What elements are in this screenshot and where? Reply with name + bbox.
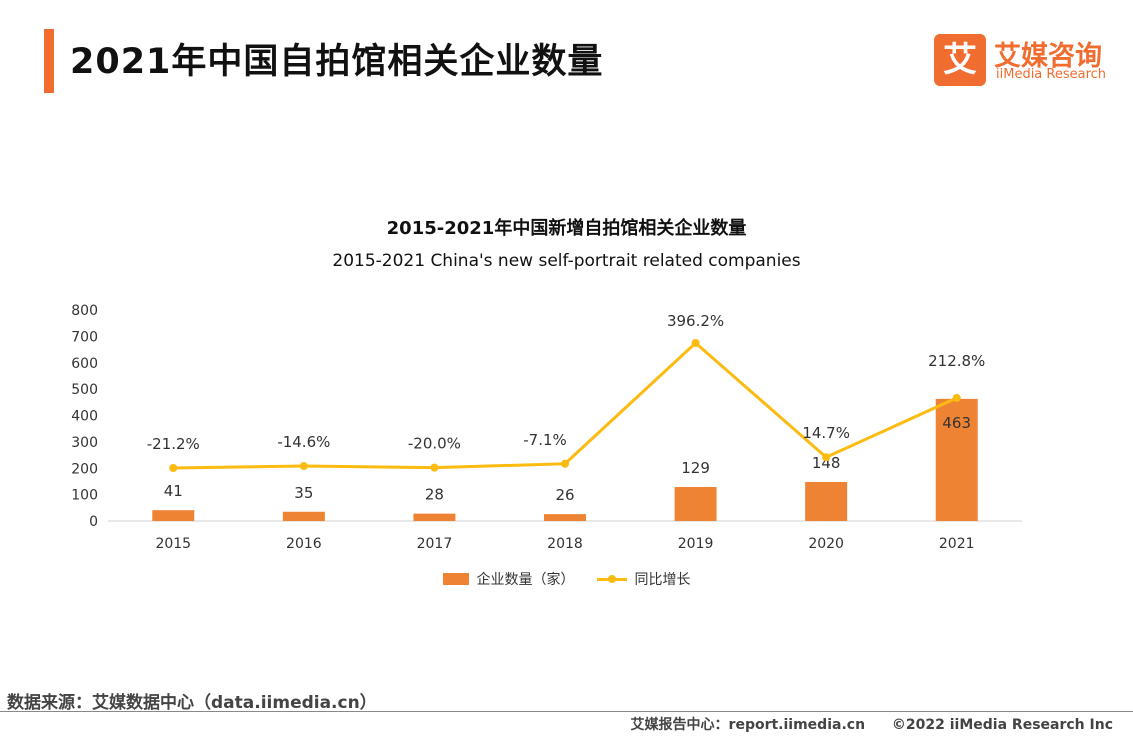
bar-value-label: 463 <box>942 414 971 432</box>
growth-point <box>299 462 308 471</box>
x-tick-label: 2021 <box>939 536 975 552</box>
title-accent-bar <box>44 29 54 93</box>
y-tick-label: 700 <box>71 329 98 345</box>
footer-report: 艾媒报告中心：report.iimedia.cn <box>630 717 866 733</box>
growth-point <box>430 463 439 472</box>
legend-bar-label: 企业数量（家） <box>476 572 575 588</box>
legend-line-swatch <box>596 573 627 585</box>
bar-value-label: 35 <box>294 484 313 502</box>
growth-point <box>691 339 700 347</box>
chart-legend: 企业数量（家） 同比增长 <box>0 569 1133 589</box>
y-tick-label: 400 <box>71 409 98 425</box>
bar <box>282 511 325 521</box>
logo-name-cn: 艾媒咨询 <box>994 41 1102 72</box>
bar <box>152 510 195 521</box>
x-tick-label: 2020 <box>808 536 844 552</box>
legend-item-line: 同比增长 <box>596 569 691 589</box>
y-tick-label: 600 <box>71 356 98 372</box>
growth-value-label: 14.7% <box>802 424 850 442</box>
x-tick-label: 2016 <box>286 536 322 552</box>
y-tick-label: 200 <box>71 461 98 477</box>
growth-value-label: 212.8% <box>928 352 985 370</box>
footer-copyright: ©2022 iiMedia Research Inc <box>891 717 1113 733</box>
bar <box>674 486 717 521</box>
growth-point <box>952 393 961 402</box>
y-tick-label: 800 <box>71 303 98 319</box>
x-tick-label: 2015 <box>155 536 191 552</box>
growth-point <box>561 459 569 468</box>
bar <box>805 481 848 521</box>
bar-value-label: 129 <box>681 459 710 477</box>
footer-divider <box>0 711 1133 712</box>
chart-subtitle: 2015-2021 China's new self-portrait rela… <box>332 251 801 271</box>
y-tick-label: 100 <box>71 488 98 504</box>
bar <box>935 398 978 521</box>
legend-line-label: 同比增长 <box>634 572 691 588</box>
bar-value-label: 41 <box>164 482 183 500</box>
bar-value-label: 148 <box>812 454 841 472</box>
footer: 艾媒报告中心：report.iimedia.cn ©2022 iiMedia R… <box>631 714 1113 734</box>
bar-value-label: 26 <box>555 486 574 504</box>
x-tick-label: 2019 <box>678 536 714 552</box>
growth-value-label: 396.2% <box>667 312 724 330</box>
y-tick-label: 500 <box>71 382 98 398</box>
growth-value-label: -21.2% <box>147 435 200 453</box>
legend-item-bar: 企业数量（家） <box>442 569 575 589</box>
logo-mark-icon: 艾 <box>934 34 986 86</box>
bar <box>544 514 586 521</box>
chart-title: 2015-2021年中国新增自拍馆相关企业数量 <box>386 218 747 239</box>
growth-value-label: -20.0% <box>408 435 461 453</box>
page-title: 2021年中国自拍馆相关企业数量 <box>70 42 604 82</box>
bar <box>413 513 456 521</box>
growth-point <box>822 453 831 462</box>
x-tick-label: 2018 <box>547 536 583 552</box>
logo-name-en: iiMedia Research <box>996 67 1107 82</box>
x-tick-label: 2017 <box>417 536 453 552</box>
growth-value-label: -7.1% <box>523 431 567 449</box>
growth-point <box>169 464 178 472</box>
data-source: 数据来源：艾媒数据中心（data.iimedia.cn） <box>7 693 377 713</box>
brand-logo: 艾 艾媒咨询 iiMedia Research <box>934 34 1114 86</box>
y-tick-label: 0 <box>89 514 98 530</box>
bar-value-label: 28 <box>425 486 444 504</box>
growth-value-label: -14.6% <box>277 433 330 451</box>
y-tick-label: 300 <box>71 435 98 451</box>
legend-bar-swatch <box>442 573 469 585</box>
